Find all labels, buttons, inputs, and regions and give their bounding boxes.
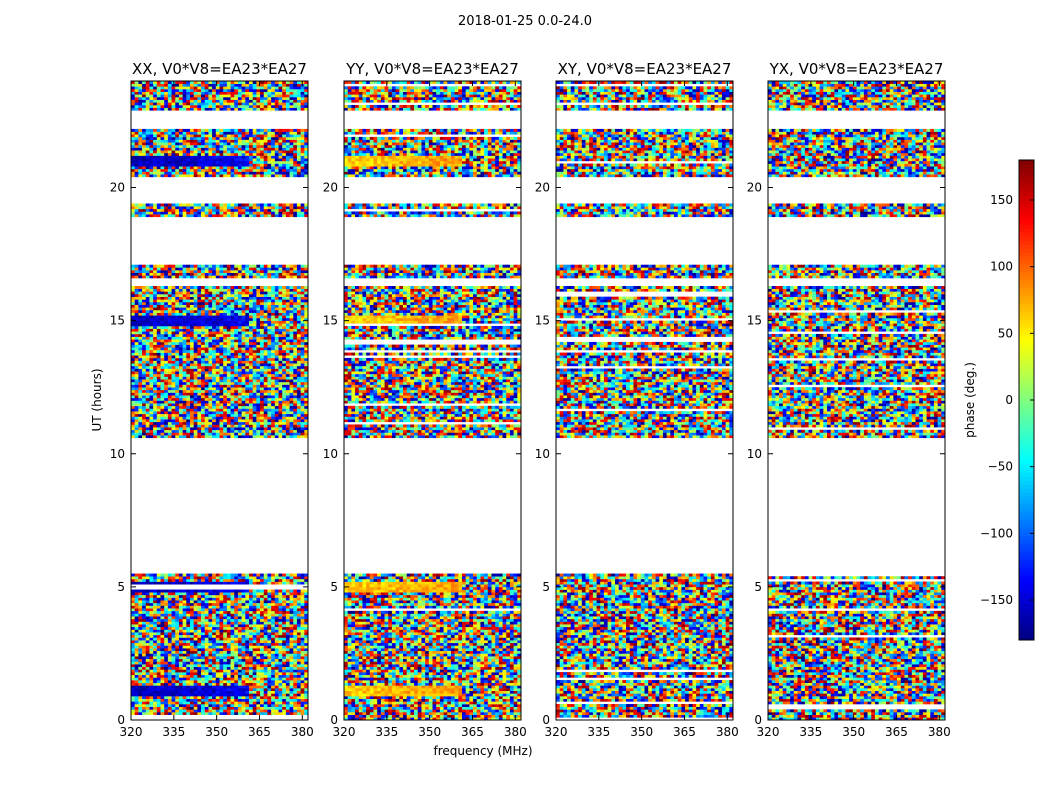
x-tick-label: 365 [673, 725, 696, 739]
colorbar: −150 −100 −50 0 50 100 150 [980, 159, 1035, 641]
phase-heatmap [768, 81, 945, 720]
y-tick-label: 5 [542, 580, 550, 594]
panel-frame [130, 80, 309, 721]
colorbar-tick-label: −150 [980, 593, 1013, 607]
y-tick-label: 0 [330, 713, 338, 727]
y-tick-label: 20 [747, 181, 762, 195]
y-tick-label: 10 [535, 447, 550, 461]
panel-xy: XY, V0*V8=EA23*EA27 320 335 350 365 380 0 5 10 15… [535, 60, 739, 739]
y-tick-label: 10 [747, 447, 762, 461]
x-tick-label: 320 [757, 725, 780, 739]
y-tick-label: 5 [117, 580, 125, 594]
y-tick-label: 5 [330, 580, 338, 594]
colorbar-tick-label: 150 [990, 193, 1013, 207]
phase-heatmap [556, 81, 733, 720]
y-tick-label: 0 [754, 713, 762, 727]
colorbar-tick-label: 50 [998, 326, 1013, 340]
y-tick-label: 0 [542, 713, 550, 727]
colorbar-gradient [1019, 160, 1034, 641]
y-tick-label: 5 [754, 580, 762, 594]
x-tick-label: 335 [375, 725, 398, 739]
y-tick-label: 15 [110, 314, 125, 328]
panel-title: YX, V0*V8=EA23*EA27 [769, 60, 944, 78]
panel-title: XY, V0*V8=EA23*EA27 [558, 60, 732, 78]
phase-heatmap [344, 81, 521, 720]
y-tick-label: 15 [747, 314, 762, 328]
y-tick-label: 10 [110, 447, 125, 461]
colorbar-tick-label: −100 [980, 526, 1013, 540]
y-tick-label: 20 [535, 181, 550, 195]
x-axis-label: frequency (MHz) [433, 744, 532, 758]
x-tick-label: 365 [461, 725, 484, 739]
x-tick-label: 380 [716, 725, 739, 739]
y-axis-label: UT (hours) [90, 368, 104, 431]
x-tick-label: 380 [504, 725, 527, 739]
x-tick-label: 350 [842, 725, 865, 739]
colorbar-tick-label: 100 [990, 260, 1013, 274]
panel-frame [555, 80, 734, 721]
x-tick-label: 335 [162, 725, 185, 739]
x-tick-label: 320 [545, 725, 568, 739]
figure-suptitle: 2018-01-25 0.0-24.0 [0, 14, 1050, 29]
panel-yy: YY, V0*V8=EA23*EA27 320 335 350 365 380 0 5 10 15… [323, 60, 527, 739]
x-tick-label: 380 [928, 725, 951, 739]
x-tick-label: 350 [418, 725, 441, 739]
y-tick-label: 10 [323, 447, 338, 461]
y-tick-label: 15 [323, 314, 338, 328]
panel-title: XX, V0*V8=EA23*EA27 [132, 60, 307, 78]
panel-frame [767, 80, 946, 721]
phase-heatmap [131, 81, 308, 720]
colorbar-tick-label: 0 [1005, 393, 1013, 407]
colorbar-tick-label: −50 [988, 460, 1013, 474]
x-tick-label: 335 [587, 725, 610, 739]
colorbar-label: phase (deg.) [963, 362, 977, 438]
panel-title: YY, V0*V8=EA23*EA27 [345, 60, 519, 78]
x-tick-label: 335 [799, 725, 822, 739]
x-tick-label: 365 [885, 725, 908, 739]
panel-frame [343, 80, 522, 721]
x-tick-label: 350 [630, 725, 653, 739]
x-tick-label: 380 [291, 725, 314, 739]
y-tick-label: 15 [535, 314, 550, 328]
panels-group: XX, V0*V8=EA23*EA27 320 335 350 365 380 0 5 10 15… [110, 60, 951, 739]
y-tick-label: 20 [323, 181, 338, 195]
panel-yx: YX, V0*V8=EA23*EA27 320 335 350 365 380 0 5 10 15… [747, 60, 951, 739]
panel-xx: XX, V0*V8=EA23*EA27 320 335 350 365 380 0 5 10 15… [110, 60, 314, 739]
x-tick-label: 320 [333, 725, 356, 739]
y-tick-label: 0 [117, 713, 125, 727]
y-tick-label: 20 [110, 181, 125, 195]
x-tick-label: 350 [205, 725, 228, 739]
x-tick-label: 320 [120, 725, 143, 739]
x-tick-label: 365 [248, 725, 271, 739]
